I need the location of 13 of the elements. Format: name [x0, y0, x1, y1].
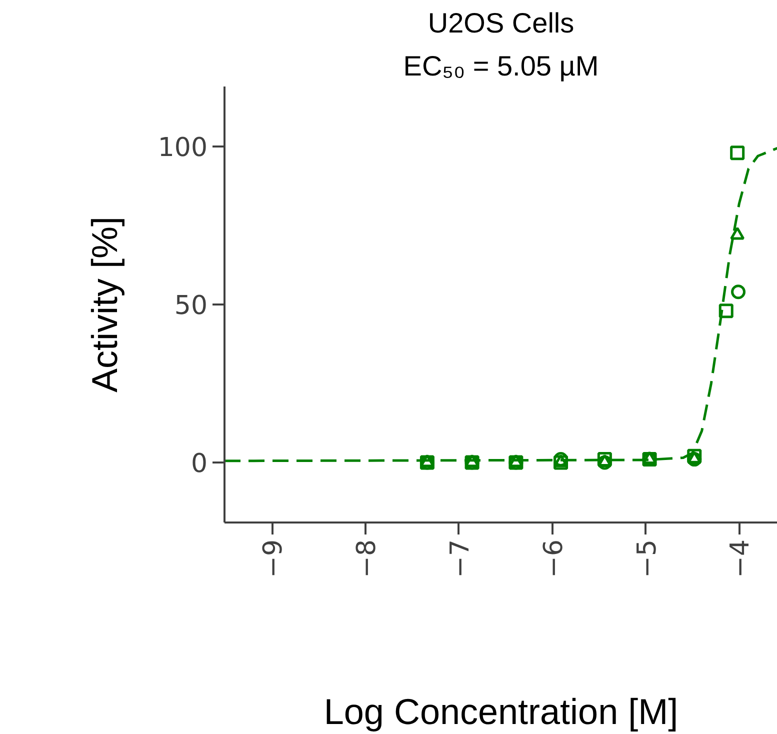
x-tick-label: −4: [726, 540, 756, 578]
y-tick-label: 100: [158, 133, 208, 164]
x-tick-label: −5: [632, 540, 662, 578]
y-tick-label: 50: [174, 291, 208, 321]
x-axis-title: Log Concentration [M]: [324, 690, 678, 732]
x-tick-label: −8: [352, 540, 382, 578]
y-axis-title: Activity [%]: [84, 216, 125, 393]
x-tick-label: −6: [538, 540, 569, 578]
chart-subtitle: EC₅₀ = 5.05 µM: [403, 50, 599, 82]
x-tick-label: −9: [258, 540, 289, 578]
y-tick-label: 0: [190, 448, 208, 479]
x-tick-label: −7: [445, 540, 476, 578]
chart-title: U2OS Cells: [428, 8, 574, 38]
